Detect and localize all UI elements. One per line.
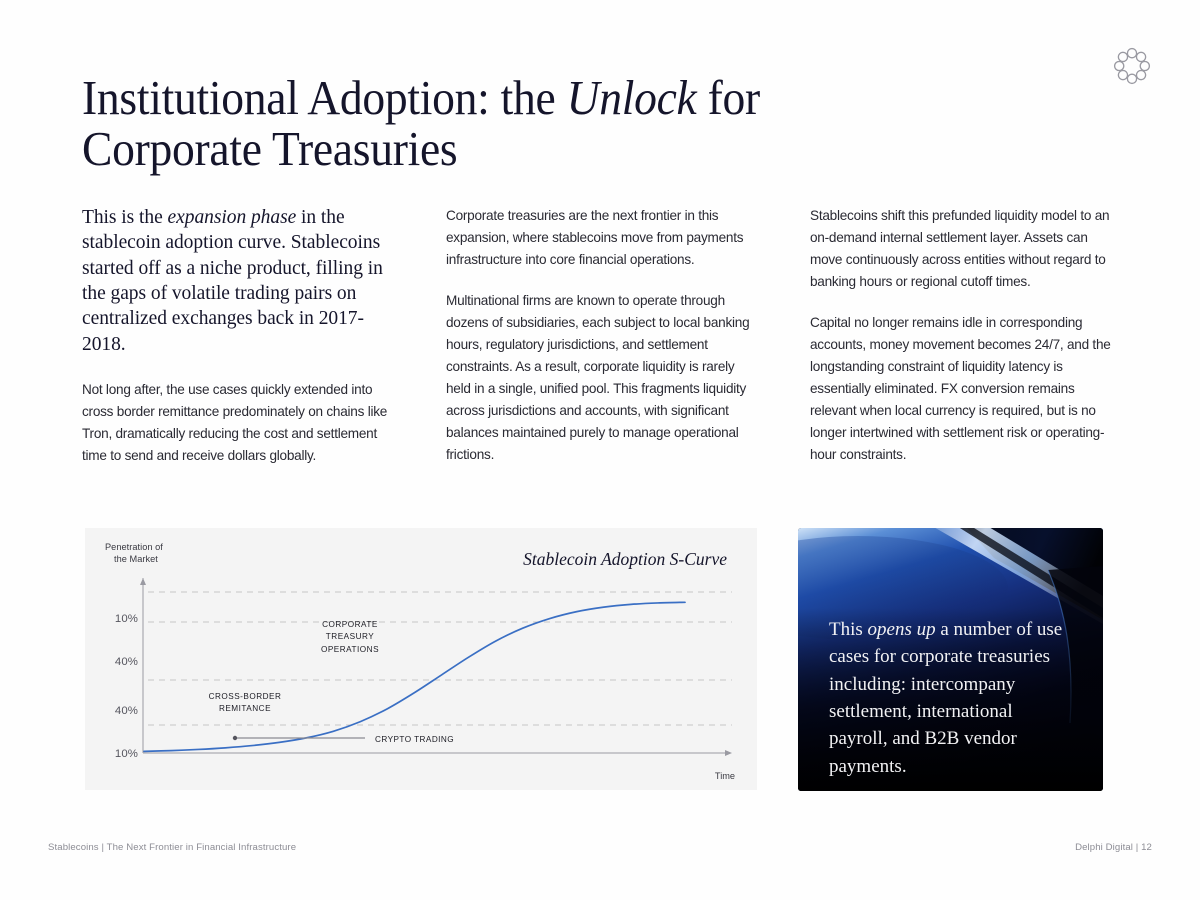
- page-title-part1: Institutional Adoption: the: [82, 70, 567, 125]
- use-cases-text: This opens up a number of use cases for …: [829, 616, 1069, 780]
- annot-cbr-line1: CROSS-BORDER: [208, 692, 282, 701]
- annotation-crypto-trading: CRYPTO TRADING: [375, 735, 455, 744]
- chart-plot-area: [140, 578, 736, 760]
- annot-cto-line2: TREASURY: [325, 632, 375, 642]
- column-2-paragraph-1: Corporate treasuries are the next fronti…: [446, 208, 744, 268]
- column-1: This is the expansion phase in the stabl…: [82, 205, 390, 467]
- column-2: Corporate treasuries are the next fronti…: [446, 205, 754, 467]
- delphi-ring-logo-icon: [1110, 44, 1154, 88]
- annotation-corporate-treasury-operations: CORPORATE TREASURY OPERATIONS: [290, 619, 410, 656]
- y-axis-title-line2: the Market: [114, 554, 158, 565]
- page-title-part2: for Corporate Treasuries: [82, 70, 760, 177]
- lead-part1: This is the: [82, 207, 168, 228]
- y-tick-3: 10%: [114, 748, 138, 760]
- lead-part2: in the stablecoin adoption curve. Stable…: [82, 207, 383, 355]
- annot-cto-line1: CORPORATE: [322, 620, 378, 629]
- car-body-image: [798, 528, 1103, 791]
- column-3: Stablecoins shift this prefunded liquidi…: [810, 205, 1118, 467]
- text-columns: This is the expansion phase in the stabl…: [82, 205, 1118, 467]
- use-cases-part2: a number of use cases for corporate trea…: [829, 619, 1063, 777]
- chart-y-axis-title: Penetration of the Market: [105, 541, 163, 566]
- use-cases-emphasis: opens up: [867, 619, 936, 640]
- adoption-curve-line: [143, 601, 686, 753]
- lead-paragraph: This is the expansion phase in the stabl…: [82, 205, 390, 357]
- footer-document-title: Stablecoins | The Next Frontier in Finan…: [48, 842, 297, 853]
- use-cases-image-card: This opens up a number of use cases for …: [798, 528, 1103, 791]
- footer-brand-and-page: Delphi Digital | 12: [1075, 842, 1152, 853]
- chart-x-axis-label: Time: [714, 771, 735, 781]
- y-tick-2: 40%: [114, 705, 138, 717]
- y-axis-title-line1: Penetration of: [105, 542, 163, 552]
- column-3-paragraph-1: Stablecoins shift this prefunded liquidi…: [810, 208, 1110, 290]
- s-curve-chart-panel: Penetration of the Market Stablecoin Ado…: [85, 528, 757, 790]
- annot-cto-line3: OPERATIONS: [320, 644, 380, 654]
- column-1-paragraph-1: Not long after, the use cases quickly ex…: [82, 382, 388, 464]
- chart-y-tick-labels: 10% 40% 40% 10%: [94, 578, 138, 760]
- page-title: Institutional Adoption: the Unlock for C…: [82, 72, 761, 175]
- page-title-emphasis: Unlock: [566, 70, 697, 125]
- lead-emphasis: expansion phase: [167, 207, 297, 228]
- crypto-trading-leader: [232, 735, 365, 741]
- y-tick-0: 10%: [114, 613, 138, 625]
- use-cases-part1: This: [829, 619, 868, 640]
- chart-title: Stablecoin Adoption S-Curve: [523, 549, 727, 569]
- y-tick-1: 40%: [114, 656, 138, 668]
- annot-cbr-line2: REMITANCE: [218, 704, 272, 714]
- annotation-cross-border-remitance: CROSS-BORDER REMITANCE: [180, 691, 310, 716]
- column-2-paragraph-2: Multinational firms are known to operate…: [446, 293, 750, 463]
- column-3-paragraph-2: Capital no longer remains idle in corres…: [810, 315, 1111, 463]
